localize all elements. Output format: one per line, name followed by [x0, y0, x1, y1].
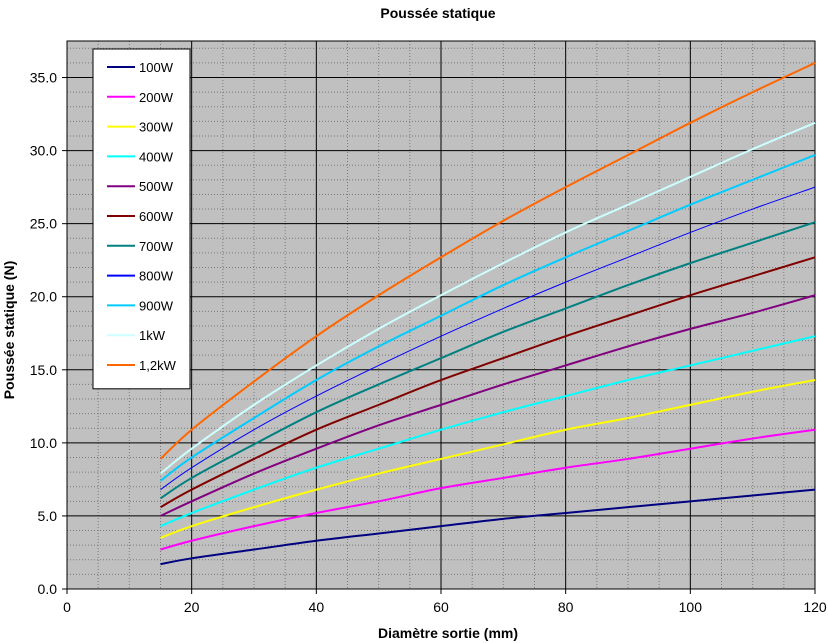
y-axis-ticks: 0.0 5.0 10.0 15.0 20.0 25.0 30.0 35.0	[30, 70, 67, 597]
series-line-12kw	[159, 62, 816, 460]
x-tick-label: 0	[63, 599, 71, 615]
series-line-300w	[160, 379, 816, 539]
y-tick-label: 20.0	[30, 289, 57, 305]
legend-label: 600W	[139, 209, 174, 224]
series-line-400w	[160, 335, 816, 528]
legend-label: 200W	[139, 90, 174, 105]
series-lines	[159, 62, 816, 566]
x-tick-label: 80	[558, 599, 574, 615]
legend-label: 300W	[139, 120, 174, 135]
x-tick-label: 100	[679, 599, 703, 615]
x-tick-label: 40	[309, 599, 325, 615]
legend-box	[92, 48, 191, 390]
series-line-200w	[160, 428, 816, 551]
legend-label: 900W	[139, 298, 174, 313]
series-line-500w	[160, 294, 816, 517]
series-line-900w	[159, 154, 816, 482]
y-tick-label: 30.0	[30, 143, 57, 159]
legend-label: 100W	[139, 60, 174, 75]
legend-label: 500W	[139, 179, 174, 194]
x-tick-label: 60	[433, 599, 449, 615]
series-line-1kw	[159, 121, 816, 475]
legend-label: 400W	[139, 149, 174, 164]
x-axis-label: Diamètre sortie (mm)	[378, 625, 518, 641]
y-tick-label: 15.0	[30, 362, 57, 378]
y-tick-label: 5.0	[38, 508, 58, 524]
legend-label: 700W	[139, 239, 174, 254]
y-axis-label: Poussée statique (N)	[1, 261, 17, 399]
x-tick-label: 120	[803, 599, 827, 615]
y-tick-label: 10.0	[30, 435, 57, 451]
series-line-100w	[160, 488, 816, 566]
chart-title: Poussée statique	[380, 5, 495, 21]
legend-label: 1,2kW	[139, 358, 177, 373]
y-tick-label: 35.0	[30, 70, 57, 86]
series-line-800w	[160, 186, 816, 491]
y-tick-label: 0.0	[38, 581, 58, 597]
legend-label: 1kW	[139, 328, 166, 343]
y-tick-label: 25.0	[30, 216, 57, 232]
series-line-700w	[159, 221, 816, 500]
x-tick-label: 20	[184, 599, 200, 615]
legend-label: 800W	[139, 269, 174, 284]
legend: 100W 200W 300W 400W 500W 600W 700W 800W 900W 1kW 1…	[92, 48, 191, 390]
x-axis-ticks: 0 20 40 60 80 100 120	[63, 589, 827, 615]
series-line-600w	[160, 256, 816, 509]
